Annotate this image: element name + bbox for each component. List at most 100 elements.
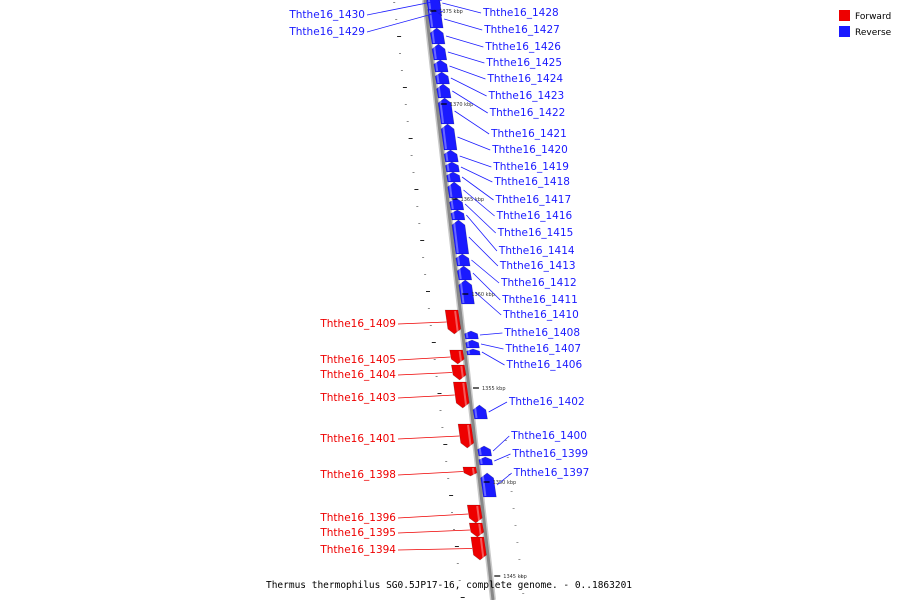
scale-dot	[447, 478, 450, 479]
leader-line	[397, 529, 471, 534]
leader-line	[454, 110, 490, 135]
leader-line	[494, 453, 511, 462]
gene-feature	[456, 265, 473, 281]
scale-dot	[408, 138, 413, 139]
gene-label: Ththe16_1406	[506, 359, 583, 371]
gene-label: Ththe16_1429	[288, 26, 365, 38]
gene-label: Ththe16_1394	[319, 544, 396, 556]
leader-line	[397, 513, 469, 519]
gene-label: Ththe16_1401	[319, 433, 396, 445]
gene-highlight	[459, 280, 465, 304]
tick-label: 1345 kbp	[503, 574, 527, 580]
scale-dot	[435, 376, 438, 377]
gene-feature	[451, 219, 470, 255]
leader-line	[366, 0, 443, 16]
gene-highlight	[456, 254, 461, 266]
backbone-line	[423, 0, 495, 600]
leader-line	[457, 136, 491, 151]
leader-line	[460, 166, 493, 183]
gene-feature	[450, 209, 466, 221]
gene-feature	[462, 466, 478, 477]
gene-label: Ththe16_1430	[288, 9, 365, 21]
legend-reverse-label: Reverse	[855, 28, 892, 38]
leader-line	[466, 214, 498, 252]
leader-line	[471, 259, 500, 284]
gene-highlight	[448, 182, 453, 198]
scale-dot	[458, 580, 461, 581]
gene-highlight	[479, 457, 483, 465]
gene-label: Ththe16_1397	[513, 467, 590, 479]
scale-dot	[397, 36, 402, 37]
gene-highlight	[467, 349, 471, 355]
scale-dot	[404, 104, 407, 105]
label-leader-lines	[366, 0, 512, 551]
scale-dot	[453, 529, 455, 530]
leader-line	[496, 472, 512, 486]
scale-dot	[395, 19, 398, 20]
leader-line	[444, 18, 483, 31]
gene-highlight	[481, 473, 487, 497]
scale-dot	[449, 495, 454, 496]
gene-feature	[466, 348, 481, 356]
scale-dot	[427, 308, 430, 309]
leader-line	[397, 394, 455, 399]
gene-label: Ththe16_1398	[319, 469, 396, 481]
tick-label: 1355 kbp	[482, 386, 506, 392]
gene-highlight	[460, 365, 465, 380]
leader-line	[463, 189, 495, 217]
gene-label: Ththe16_1411	[501, 294, 578, 306]
gene-labels: Ththe16_1430 Ththe16_1429 Ththe16_1428 Thth…	[288, 7, 589, 556]
tick-label: 1365 kbp	[461, 197, 485, 203]
scale-dot	[424, 274, 427, 275]
tick-label: 1370 kbp	[450, 102, 474, 108]
gene-feature	[451, 364, 467, 381]
gene-label: Ththe16_1426	[484, 41, 561, 53]
gene-label: Ththe16_1402	[508, 396, 585, 408]
genome-backbone	[422, 0, 496, 600]
scale-dot	[410, 155, 413, 156]
gene-feature	[458, 279, 475, 305]
tick-label: 1360 kbp	[471, 292, 495, 298]
leader-line	[468, 236, 499, 267]
gene-feature	[466, 504, 483, 524]
legend-reverse-swatch	[839, 26, 850, 37]
gene-highlight	[454, 310, 459, 334]
leader-line	[397, 435, 460, 440]
gene-label: Ththe16_1404	[319, 369, 396, 381]
gene-feature	[446, 171, 461, 183]
leader-line	[474, 291, 502, 316]
scale-dot	[514, 525, 517, 526]
gene-highlight	[458, 266, 462, 280]
gene-highlight	[466, 340, 470, 348]
leader-line	[397, 471, 464, 476]
gene-features	[426, 0, 497, 561]
gene-label: Ththe16_1413	[499, 260, 576, 272]
gene-highlight	[479, 537, 485, 560]
scale-dot	[437, 393, 442, 394]
gene-feature	[455, 253, 471, 267]
gene-feature	[477, 445, 493, 457]
gene-label: Ththe16_1424	[486, 73, 563, 85]
leader-line	[480, 343, 504, 350]
gene-highlight	[427, 0, 432, 10]
scale-dot	[516, 542, 519, 543]
leader-line	[481, 351, 505, 366]
gene-highlight	[436, 72, 440, 84]
leader-line	[442, 2, 482, 14]
gene-feature	[470, 536, 487, 561]
scale-dot	[414, 189, 419, 190]
gene-highlight	[452, 220, 459, 254]
scale-dot	[433, 359, 436, 360]
leader-line	[450, 77, 487, 97]
scale-dot	[512, 508, 515, 509]
gene-label: Ththe16_1409	[319, 318, 396, 330]
gene-label: Ththe16_1421	[490, 128, 567, 140]
gene-label: Ththe16_1423	[488, 90, 565, 102]
gene-highlight	[445, 150, 449, 162]
map-caption: Thermus thermophilus SG0.5JP17-16, compl…	[266, 580, 632, 591]
scale-dot	[443, 444, 448, 445]
scale-dot	[454, 546, 459, 547]
gene-highlight	[478, 523, 482, 537]
legend-forward-label: Forward	[855, 12, 891, 22]
leader-line	[461, 176, 494, 201]
